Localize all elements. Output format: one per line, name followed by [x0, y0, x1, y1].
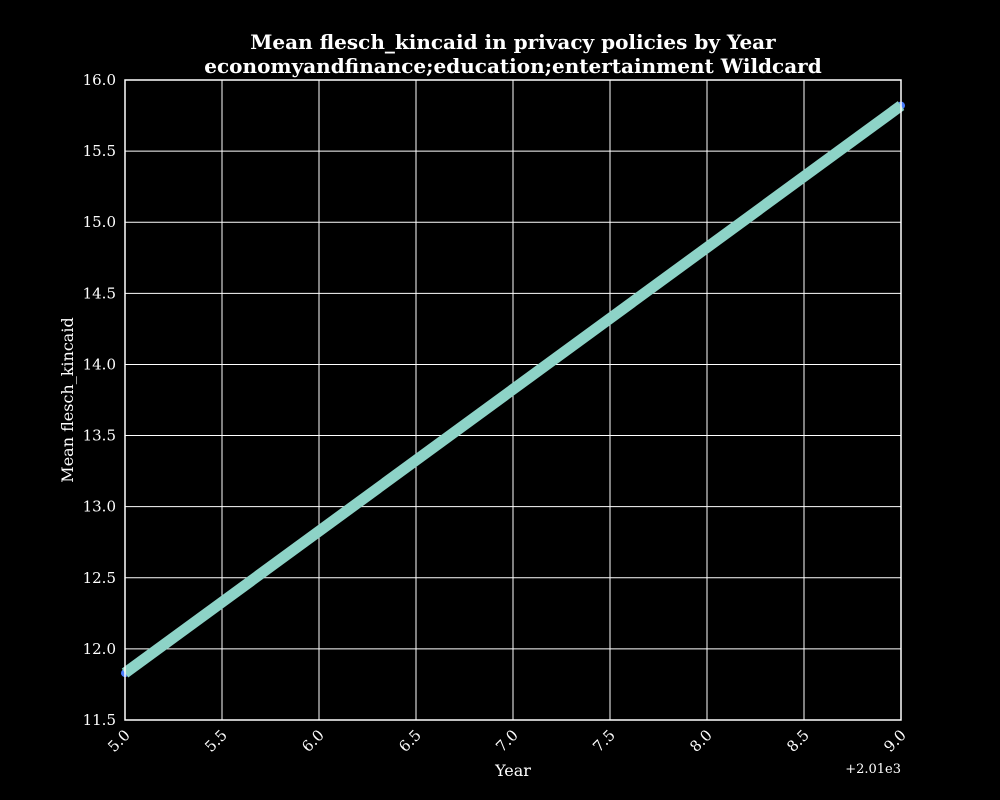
y-tick-label-3: 13.0	[83, 498, 116, 516]
series-line-0	[121, 101, 905, 678]
y-tick-label-4: 13.5	[83, 427, 116, 445]
plot-frame	[124, 79, 902, 721]
plot-area: 11.5 12.0 12.5 13.0 13.5 14.0 14.5 15.0 15.5 16.0…	[83, 71, 910, 756]
y-tick-label-8: 15.5	[83, 142, 116, 160]
x-axis-offset-label: +2.01e3	[845, 762, 901, 777]
chart-subtitle: economyandfinance;education;entertainmen…	[204, 54, 821, 78]
y-axis-label: Mean flesch_kincaid	[58, 317, 77, 482]
y-tick-label-6: 14.5	[83, 284, 116, 302]
x-axis-label: Year	[494, 761, 531, 780]
y-tick-label-9: 16.0	[83, 71, 116, 89]
y-tick-label-2: 12.5	[83, 569, 116, 587]
y-tick-label-0: 11.5	[83, 711, 116, 729]
y-tick-label-5: 14.0	[83, 355, 116, 373]
y-tick-label-1: 12.0	[83, 640, 116, 658]
y-tick-label-7: 15.0	[83, 213, 116, 231]
chart-title: Mean flesch_kincaid in privacy policies …	[250, 30, 776, 54]
